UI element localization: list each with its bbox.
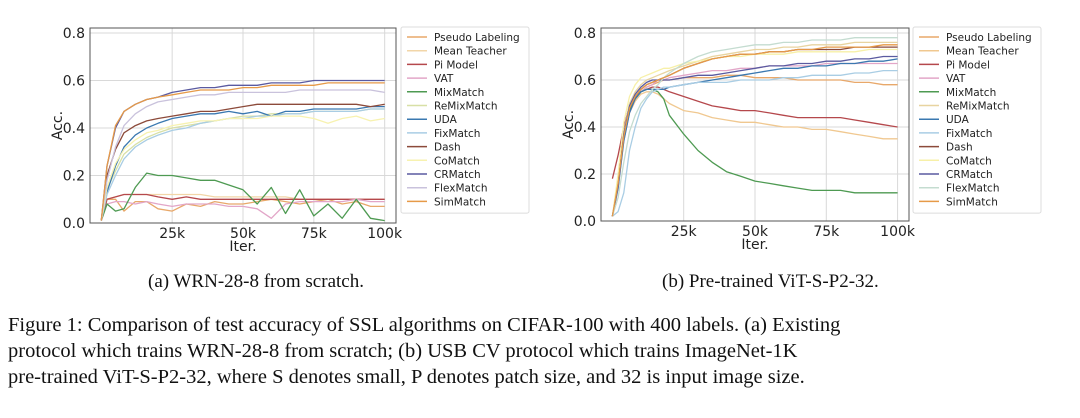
legend-box [912, 26, 1042, 214]
series-line-comatch [100, 115, 385, 221]
chart-b: 0.0 0.2 0.4 0.6 0.8 25k 50k 75k 100k Iter. Acc. Pse… [561, 26, 1042, 253]
figure-caption: Figure 1: Comparison of test accuracy of… [8, 312, 1074, 390]
legend-label: ReMixMatch [434, 101, 498, 113]
legend-label: FixMatch [946, 128, 992, 140]
series-line-flexmatch [611, 37, 898, 217]
y-axis-label: Acc. [561, 110, 577, 139]
legend-label: SimMatch [434, 196, 486, 208]
legend-label: FixMatch [434, 128, 480, 140]
legend-label: CoMatch [946, 155, 992, 167]
legend-label: Mean Teacher [946, 46, 1019, 58]
legend-label: VAT [434, 73, 454, 85]
x-tick-label: 25k [159, 226, 186, 242]
legend-label: ReMixMatch [946, 101, 1010, 113]
subcaption-b: (b) Pre-trained ViT-S-P2-32. [662, 271, 879, 292]
y-tick-label: 0.6 [574, 73, 596, 89]
legend-label: Dash [434, 142, 461, 154]
series-line-dash [100, 103, 385, 221]
legend-label: Pi Model [946, 59, 990, 71]
y-tick-label: 0.0 [574, 214, 596, 230]
legend-label: MixMatch [434, 87, 484, 99]
y-tick-label: 0.0 [63, 216, 85, 232]
legend-label: CoMatch [434, 155, 480, 167]
series-line-flexmatch [100, 89, 385, 221]
legend-label: CRMatch [434, 169, 481, 181]
axes-frame [600, 27, 910, 222]
x-tick-label: 50k [742, 224, 769, 240]
legend-label: UDA [434, 114, 458, 126]
figure-canvas: 0.0 0.2 0.4 0.6 0.8 25k 50k 75k 100k Iter. Acc. Pse… [50, 26, 1042, 255]
legend-label: Pseudo Labeling [434, 32, 520, 44]
y-tick-label: 0.4 [63, 121, 85, 137]
x-tick-label: 25k [671, 224, 698, 240]
y-tick-label: 0.2 [63, 169, 85, 185]
y-tick-label: 0.6 [63, 74, 85, 90]
y-tick-label: 0.4 [574, 120, 596, 136]
caption-line: protocol which trains WRN-28-8 from scra… [8, 340, 798, 362]
series-line-remixmatch [611, 41, 898, 217]
x-tick-label: 75k [813, 224, 840, 240]
series-line-uda [611, 58, 898, 217]
series-line-mean-teacher [611, 91, 898, 217]
x-axis-label: Iter. [229, 239, 256, 255]
x-tick-label: 75k [301, 226, 328, 242]
legend-label: VAT [946, 73, 966, 85]
y-tick-label: 0.8 [63, 26, 85, 42]
legend-label: MixMatch [946, 87, 996, 99]
legend-box [400, 26, 530, 214]
axes-frame [89, 27, 397, 224]
series-line-simmatch [100, 82, 385, 221]
y-tick-label: 0.2 [574, 167, 596, 183]
subcaption-a: (a) WRN-28-8 from scratch. [148, 271, 364, 292]
series-line-mixmatch [100, 172, 385, 222]
legend-label: SimMatch [946, 196, 998, 208]
legend-label: FlexMatch [946, 183, 999, 195]
x-tick-label: 50k [230, 226, 257, 242]
legend-label: CRMatch [946, 169, 993, 181]
y-axis-label: Acc. [50, 111, 66, 140]
legend-label: Pseudo Labeling [946, 32, 1032, 44]
legend-label: Dash [946, 142, 973, 154]
caption-line: pre-trained ViT-S-P2-32, where S denotes… [8, 366, 805, 388]
caption-line: Figure 1: Comparison of test accuracy of… [8, 314, 841, 336]
legend-label: UDA [946, 114, 970, 126]
x-axis-label: Iter. [741, 237, 768, 253]
series-line-fixmatch [611, 69, 898, 217]
x-tick-label: 100k [880, 224, 916, 240]
series-line-crmatch [611, 55, 898, 217]
legend-label: Pi Model [434, 59, 478, 71]
series-line-simmatch [611, 44, 898, 217]
series-line-pseudo-labeling [100, 198, 385, 221]
legend-label: FlexMatch [434, 183, 487, 195]
series-line-uda [100, 105, 385, 221]
legend-label: Mean Teacher [434, 46, 507, 58]
y-tick-label: 0.8 [574, 26, 596, 42]
chart-a: 0.0 0.2 0.4 0.6 0.8 25k 50k 75k 100k Iter. Acc. Pse… [50, 26, 530, 255]
x-tick-label: 100k [367, 226, 403, 242]
series-line-vat [100, 198, 385, 221]
